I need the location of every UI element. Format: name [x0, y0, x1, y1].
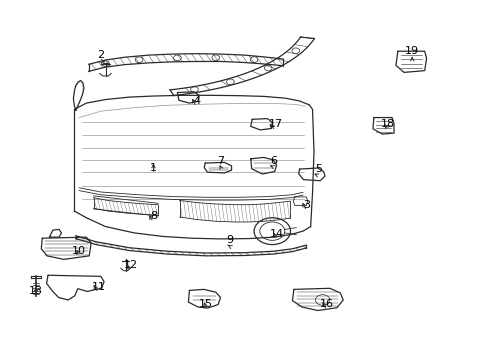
Text: 5: 5 [315, 165, 322, 174]
Text: 1: 1 [150, 163, 157, 173]
Text: 18: 18 [381, 118, 394, 129]
Text: 2: 2 [97, 50, 104, 60]
Text: 9: 9 [226, 235, 233, 245]
Text: 7: 7 [217, 156, 224, 166]
Text: 6: 6 [269, 156, 276, 166]
Text: 19: 19 [405, 46, 418, 56]
Text: 13: 13 [29, 286, 43, 296]
Text: 17: 17 [268, 119, 282, 129]
Text: 10: 10 [72, 246, 86, 256]
Text: 16: 16 [319, 299, 333, 309]
Text: 8: 8 [150, 211, 157, 221]
Text: 12: 12 [123, 260, 137, 270]
Text: 15: 15 [199, 299, 213, 309]
Text: 11: 11 [91, 282, 105, 292]
Text: 3: 3 [303, 200, 310, 210]
Text: 14: 14 [269, 229, 284, 239]
Text: 4: 4 [193, 96, 200, 105]
